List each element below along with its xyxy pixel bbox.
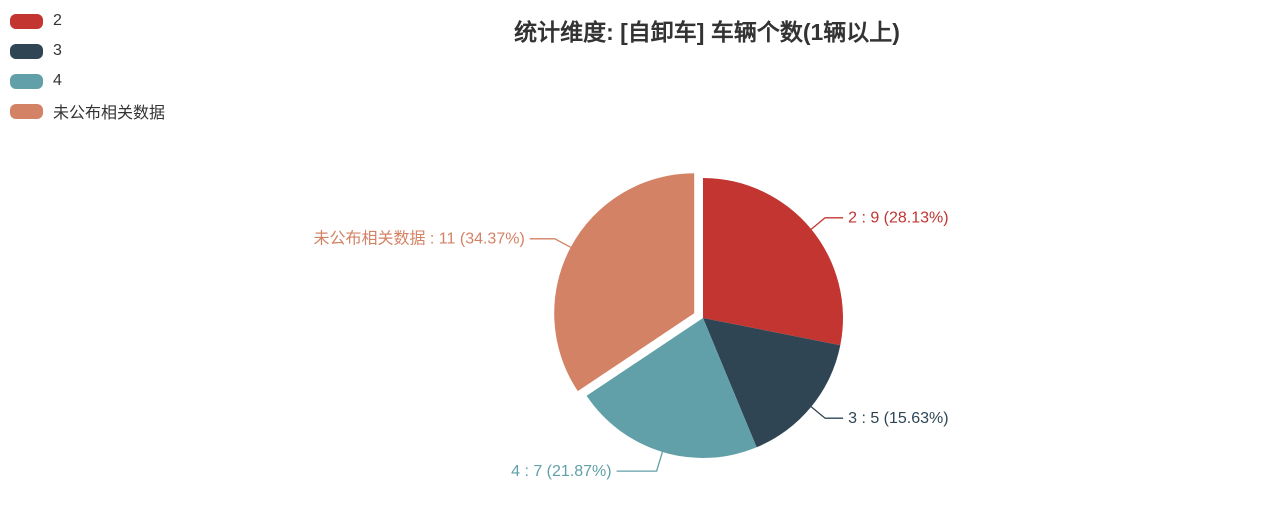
label-line <box>810 217 844 230</box>
pie-callout-未公布相关数据: 未公布相关数据 : 11 (34.37%) <box>313 230 572 248</box>
legend-label: 4 <box>53 72 62 89</box>
pie-label: 未公布相关数据 : 11 (34.37%) <box>313 230 524 248</box>
pie-slice-3[interactable] <box>703 318 841 448</box>
legend-swatch <box>10 13 43 29</box>
label-line <box>529 238 572 248</box>
legend-item-未公布相关数据[interactable]: 未公布相关数据 <box>10 96 165 126</box>
legend-swatch <box>10 103 43 119</box>
legend-item-3[interactable]: 3 <box>10 36 165 66</box>
label-line <box>616 451 664 472</box>
legend-swatch <box>10 43 43 59</box>
legend-label: 未公布相关数据 <box>53 105 166 122</box>
chart-title: 统计维度: [自卸车] 车辆个数(1辆以上) <box>514 19 900 45</box>
pie-slice-4[interactable] <box>586 318 757 458</box>
legend-label: 2 <box>53 12 62 29</box>
pie-label: 4 : 7 (21.87%) <box>511 463 612 480</box>
pie-label: 2 : 9 (28.13%) <box>848 210 949 227</box>
legend-swatch <box>10 73 43 89</box>
pie-slice-未公布相关数据[interactable] <box>554 173 695 392</box>
legend: 2 3 4 未公布相关数据 <box>10 6 165 126</box>
legend-item-4[interactable]: 4 <box>10 66 165 96</box>
pie-callout-4: 4 : 7 (21.87%) <box>511 451 664 480</box>
pie-slice-2[interactable] <box>703 178 843 346</box>
pie-label: 3 : 5 (15.63%) <box>848 410 949 427</box>
pie-callout-2: 2 : 9 (28.13%) <box>810 210 949 230</box>
pie-callout-3: 3 : 5 (15.63%) <box>810 406 949 427</box>
label-line <box>810 406 844 419</box>
legend-item-2[interactable]: 2 <box>10 6 165 36</box>
legend-label: 3 <box>53 42 62 59</box>
